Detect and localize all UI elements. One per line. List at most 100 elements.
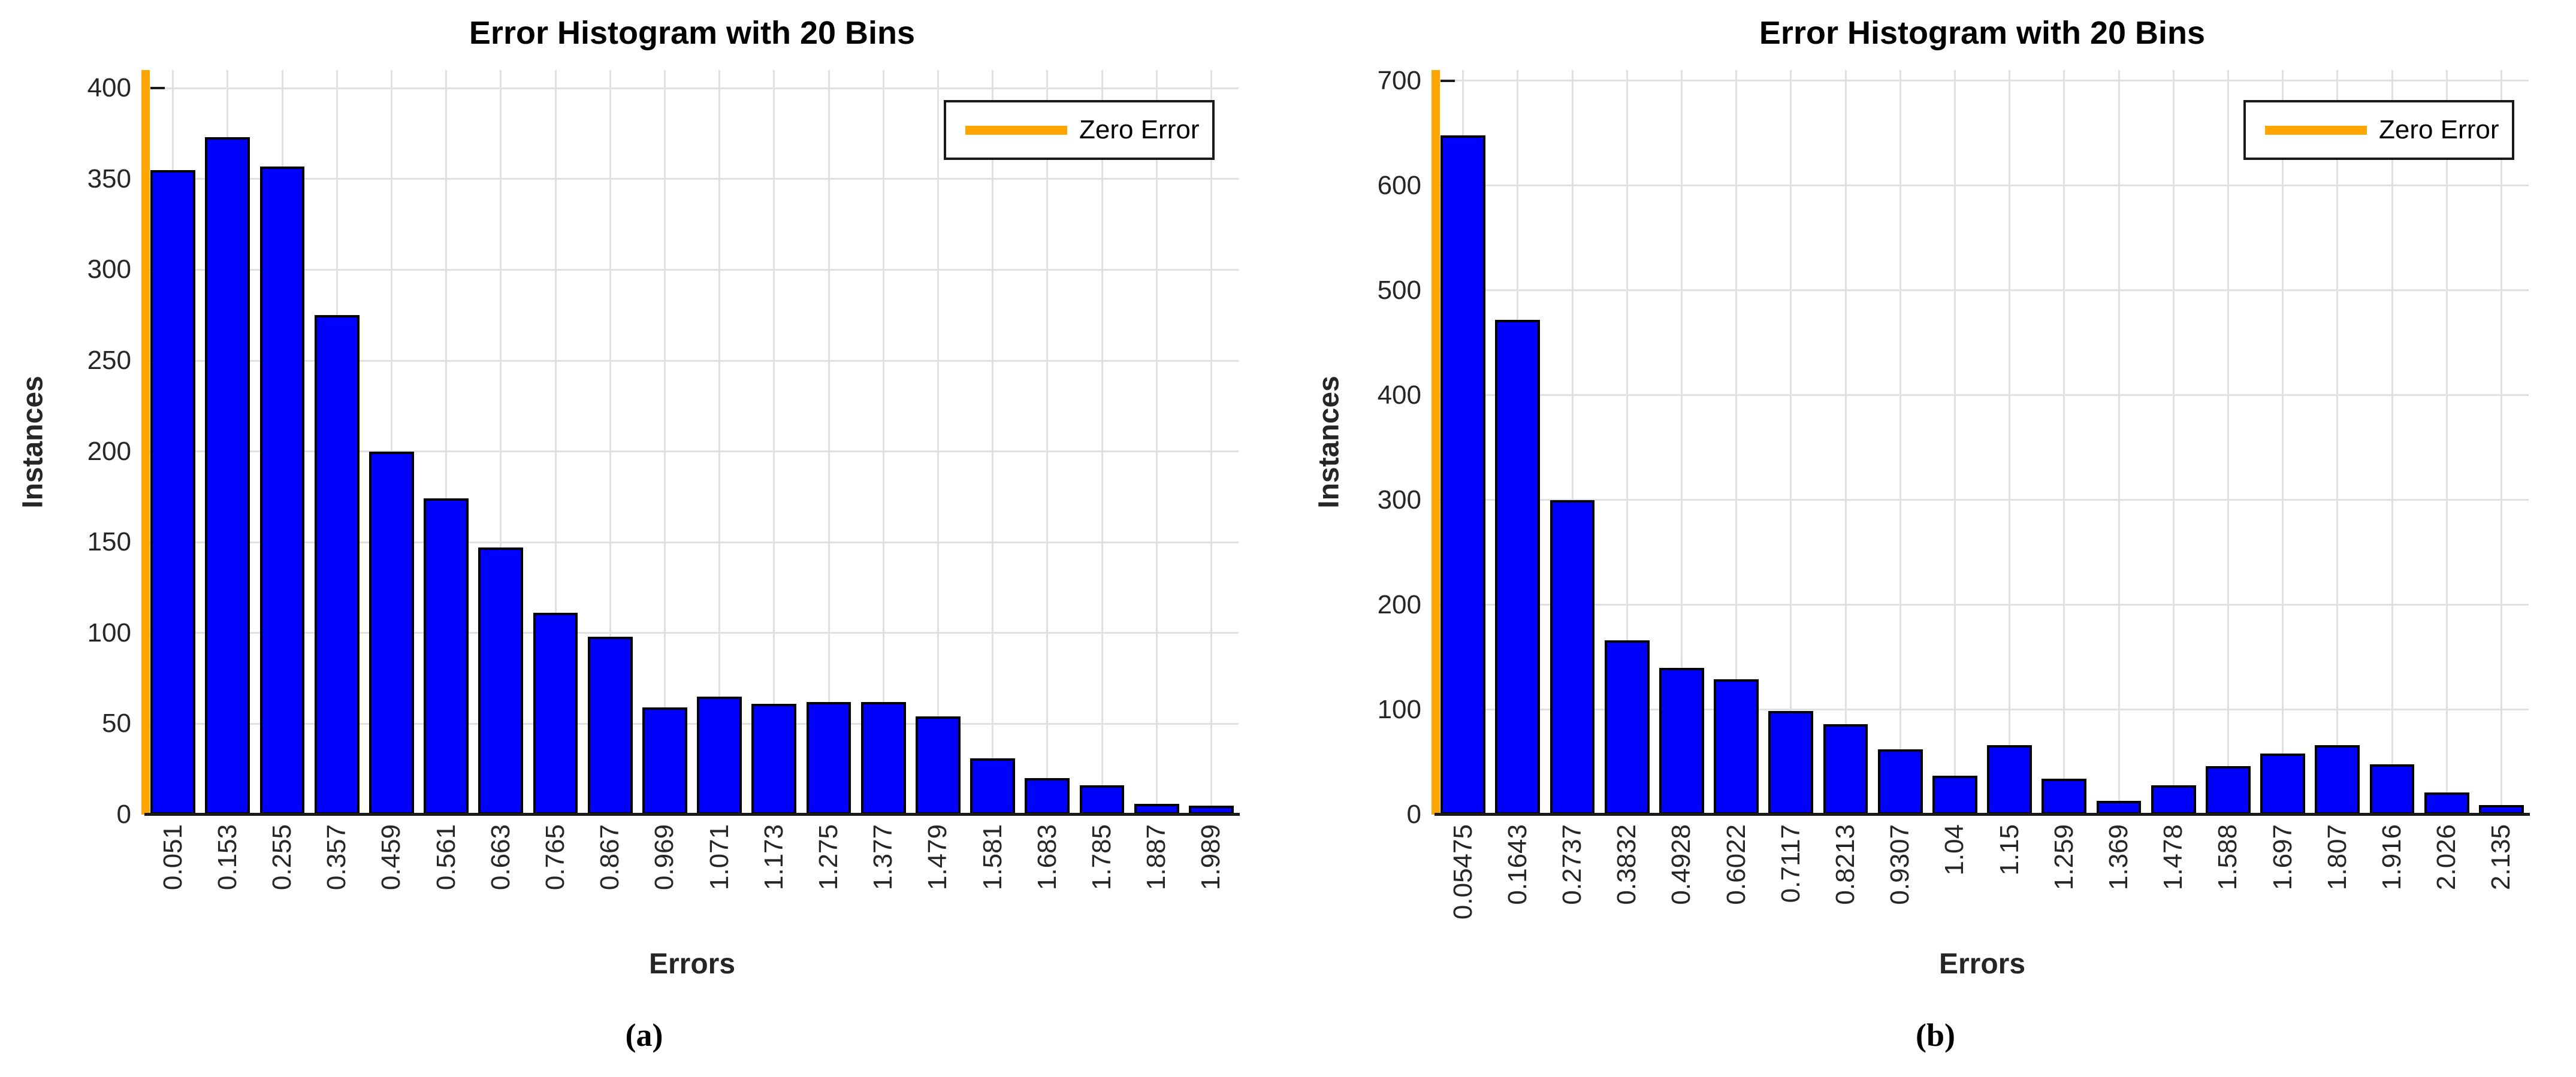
- vertical-gridline: [2336, 70, 2339, 815]
- vertical-gridline: [1680, 70, 1683, 815]
- y-tick-mark: [1440, 79, 1455, 82]
- vertical-gridline: [2118, 70, 2120, 815]
- x-tick-label: 2.135: [2486, 824, 2516, 891]
- x-tick-label: 1.697: [2267, 824, 2297, 891]
- horizontal-gridline: [146, 178, 1239, 180]
- histogram-bar-1.916: [2369, 764, 2415, 815]
- vertical-gridline: [1626, 70, 1628, 815]
- x-tick-label: 0.255: [267, 824, 297, 891]
- x-tick-label: 0.663: [485, 824, 515, 891]
- horizontal-gridline: [146, 359, 1239, 362]
- horizontal-gridline: [1436, 709, 2529, 711]
- horizontal-gridline: [1436, 184, 2529, 187]
- vertical-gridline: [445, 70, 448, 815]
- y-tick-label: 0: [1406, 800, 1421, 829]
- histogram-bar-1.989: [1189, 805, 1234, 815]
- histogram-bar-1.04: [1932, 776, 1977, 815]
- vertical-gridline: [1790, 70, 1792, 815]
- y-tick-label: 0: [116, 800, 131, 829]
- vertical-gridline: [2063, 70, 2065, 815]
- chart-b-y-axis-label: Instances: [1313, 376, 1345, 509]
- histogram-bar-2.135: [2479, 805, 2524, 815]
- histogram-bar-2.026: [2424, 792, 2469, 815]
- horizontal-gridline: [146, 541, 1239, 543]
- histogram-bar-1.683: [1025, 778, 1070, 815]
- histogram-bar-1.478: [2151, 785, 2196, 815]
- horizontal-gridline: [1436, 80, 2529, 81]
- chart-a-x-axis-label: Errors: [648, 948, 736, 980]
- x-tick-label: 1.15: [1994, 824, 2024, 876]
- histogram-bar-1.588: [2206, 766, 2251, 815]
- x-axis-line: [1435, 813, 2530, 816]
- histogram-bar-0.765: [533, 613, 578, 815]
- histogram-bar-0.867: [587, 636, 633, 815]
- chart-a-title: Error Histogram with 20 Bins: [469, 15, 916, 51]
- y-tick-mark: [1440, 498, 1455, 501]
- vertical-gridline: [2172, 70, 2175, 815]
- histogram-bar-0.7117: [1768, 710, 1814, 815]
- histogram-bar-0.255: [259, 166, 305, 815]
- vertical-gridline: [281, 70, 283, 815]
- x-tick-label: 0.4928: [1666, 824, 1696, 905]
- horizontal-gridline: [146, 632, 1239, 634]
- zero-error-line-swatch: [2265, 125, 2367, 135]
- vertical-gridline: [554, 70, 557, 815]
- x-tick-label: 1.275: [814, 824, 843, 891]
- x-tick-label: 0.3832: [1612, 824, 1642, 905]
- x-tick-label: 1.479: [923, 824, 953, 891]
- vertical-gridline: [1844, 70, 1847, 815]
- histogram-bar-0.9307: [1877, 749, 1923, 815]
- vertical-gridline: [2500, 70, 2502, 815]
- histogram-bar-0.8213: [1823, 724, 1868, 815]
- x-tick-label: 0.459: [376, 824, 406, 891]
- chart-a-legend: Zero Error: [944, 100, 1215, 160]
- x-tick-label: 1.887: [1141, 824, 1171, 891]
- x-tick-label: 0.7117: [1775, 824, 1805, 903]
- y-tick-label: 100: [87, 618, 131, 648]
- vertical-gridline: [2445, 70, 2448, 815]
- chart-b-legend: Zero Error: [2243, 100, 2514, 160]
- chart-b-legend-label: Zero Error: [2379, 115, 2499, 144]
- x-tick-label: 0.2737: [1557, 824, 1587, 905]
- vertical-gridline: [2391, 70, 2393, 815]
- vertical-gridline: [773, 70, 775, 815]
- y-tick-label: 200: [87, 436, 131, 466]
- histogram-bar-1.785: [1079, 785, 1125, 815]
- x-tick-label: 0.561: [431, 824, 461, 891]
- y-tick-label: 50: [102, 709, 131, 739]
- x-tick-label: 0.969: [650, 824, 680, 891]
- chart-b-caption: (b): [1916, 1017, 1955, 1053]
- zero-error-line: [141, 70, 150, 815]
- horizontal-gridline: [1436, 394, 2529, 397]
- x-tick-label: 0.8213: [1831, 824, 1860, 905]
- vertical-gridline: [1462, 70, 1464, 815]
- histogram-bar-0.2737: [1550, 500, 1595, 815]
- x-tick-label: 1.916: [2377, 824, 2406, 891]
- histogram-bar-0.663: [478, 547, 524, 815]
- y-tick-label: 400: [1377, 380, 1421, 410]
- x-tick-label: 1.683: [1032, 824, 1062, 891]
- y-tick-mark: [150, 541, 165, 544]
- histogram-bar-1.173: [751, 704, 797, 815]
- histogram-bar-0.1643: [1495, 319, 1541, 815]
- vertical-gridline: [1101, 70, 1103, 815]
- y-tick-label: 500: [1377, 275, 1421, 305]
- y-tick-label: 300: [1377, 485, 1421, 515]
- y-tick-mark: [150, 359, 165, 362]
- y-tick-mark: [150, 631, 165, 634]
- x-tick-label: 0.867: [595, 824, 625, 891]
- horizontal-gridline: [1436, 499, 2529, 501]
- y-tick-mark: [150, 87, 165, 90]
- chart-a-caption: (a): [625, 1017, 663, 1053]
- histogram-bar-0.05475: [1440, 135, 1485, 815]
- vertical-gridline: [1953, 70, 1956, 815]
- x-tick-label: 1.071: [704, 824, 734, 891]
- histogram-bar-1.275: [806, 702, 851, 815]
- x-tick-label: 1.588: [2213, 824, 2243, 891]
- vertical-gridline: [663, 70, 666, 815]
- histogram-bar-1.479: [916, 716, 961, 815]
- histogram-bar-1.15: [1987, 745, 2032, 815]
- x-tick-label: 0.1643: [1502, 824, 1532, 905]
- y-tick-mark: [150, 813, 165, 816]
